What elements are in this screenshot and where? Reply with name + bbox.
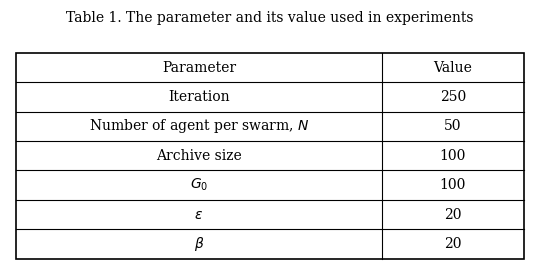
Text: 20: 20 [444, 208, 462, 221]
Text: Parameter: Parameter [162, 60, 236, 74]
Text: 100: 100 [440, 178, 466, 192]
Text: Table 1. The parameter and its value used in experiments: Table 1. The parameter and its value use… [66, 11, 474, 25]
Text: $\beta$: $\beta$ [194, 235, 204, 253]
Text: 50: 50 [444, 119, 462, 133]
Text: 250: 250 [440, 90, 466, 104]
Text: 100: 100 [440, 149, 466, 163]
Text: Value: Value [433, 60, 472, 74]
Text: Archive size: Archive size [156, 149, 242, 163]
Text: $G_0$: $G_0$ [190, 177, 208, 193]
Text: $\varepsilon$: $\varepsilon$ [194, 208, 204, 221]
Text: Number of agent per swarm, $\mathit{N}$: Number of agent per swarm, $\mathit{N}$ [89, 117, 309, 135]
Text: Iteration: Iteration [168, 90, 230, 104]
Text: 20: 20 [444, 237, 462, 251]
